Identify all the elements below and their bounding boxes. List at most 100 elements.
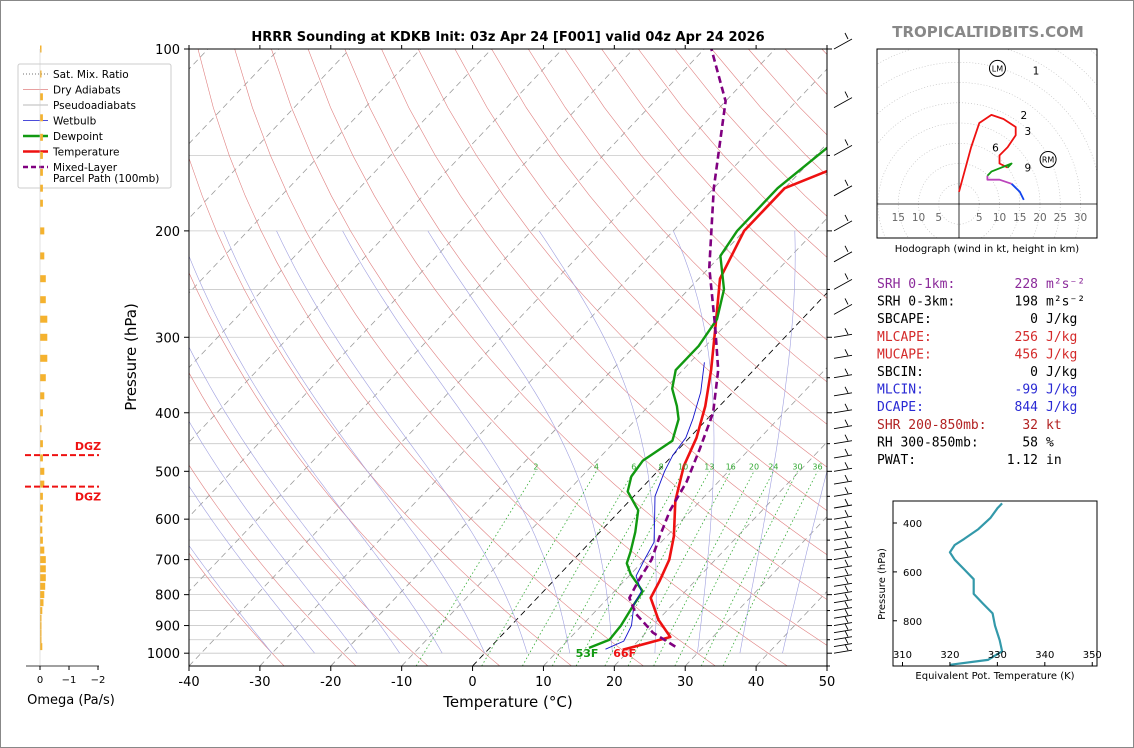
wind-barb bbox=[833, 637, 853, 648]
omega-bar bbox=[40, 629, 42, 637]
dry-adiabat bbox=[344, 49, 827, 600]
wind-barb bbox=[833, 643, 853, 654]
theta-e-x-tick-label: 330 bbox=[988, 650, 1007, 661]
mixratio-label: 2 bbox=[533, 462, 538, 471]
storm-motion-marker bbox=[988, 59, 1006, 77]
isotherm-line bbox=[684, 516, 827, 666]
chart-title: HRRR Sounding at KDKB Init: 03z Apr 24 [… bbox=[251, 30, 764, 45]
hodograph-ring-label: 25 bbox=[1054, 212, 1067, 224]
omega-bar bbox=[40, 536, 43, 544]
dry-adiabat bbox=[189, 552, 285, 666]
wind-barb bbox=[833, 616, 853, 627]
wind-barb bbox=[833, 593, 853, 604]
omega-xlabel: Omega (Pa/s) bbox=[27, 693, 115, 708]
mixing-ratio-line bbox=[415, 471, 537, 666]
mixing-ratio-line bbox=[674, 471, 774, 666]
mixing-ratio-line bbox=[481, 471, 597, 666]
hodograph-ring bbox=[716, 1, 1133, 447]
pseudoadiabat bbox=[427, 230, 613, 654]
omega-bar bbox=[40, 599, 44, 607]
index-label: RH 300-850mb: bbox=[877, 435, 979, 450]
index-unit: J/kg bbox=[1046, 383, 1077, 398]
wind-barb bbox=[833, 448, 853, 459]
dry-adiabat bbox=[189, 372, 429, 666]
omega-bar bbox=[40, 622, 42, 630]
wind-barb bbox=[833, 520, 853, 531]
omega-bar bbox=[40, 275, 46, 283]
skewt-xlabel: Temperature (°C) bbox=[442, 693, 572, 711]
mixratio-label: 8 bbox=[659, 462, 664, 471]
skewt-frame bbox=[188, 48, 828, 667]
theta-e-axes: 310 320 330 340 350 400 600 800 bbox=[893, 519, 1102, 666]
y-tick-label: 700 bbox=[155, 554, 180, 569]
theta-e-series bbox=[948, 502, 1004, 666]
omega-bar bbox=[40, 45, 42, 53]
wind-barb bbox=[833, 298, 853, 315]
pseudoadiabat bbox=[739, 230, 796, 654]
omega-bar bbox=[40, 614, 42, 622]
x-tick-label: 40 bbox=[748, 675, 765, 690]
dgz-label: DGZ bbox=[75, 491, 101, 504]
wind-barb bbox=[833, 349, 853, 359]
mixratio-label: 4 bbox=[594, 462, 599, 471]
mixratio-label: 36 bbox=[812, 462, 822, 471]
wind-barb bbox=[833, 386, 853, 397]
wind-barb bbox=[833, 434, 853, 445]
index-value: 844 bbox=[1015, 400, 1039, 415]
isotherm-line bbox=[189, 49, 705, 592]
wind-barb bbox=[833, 601, 853, 612]
hodograph-ring-label: 10 bbox=[993, 212, 1006, 224]
index-label: SRH 0-1km: bbox=[877, 277, 955, 292]
theta-e-y-tick-label: 400 bbox=[903, 519, 922, 530]
wind-barb bbox=[833, 559, 853, 570]
wind-barb bbox=[833, 419, 853, 430]
index-unit: J/kg bbox=[1046, 365, 1077, 380]
omega-bar bbox=[40, 636, 42, 644]
hodograph-ring-label: 15 bbox=[1013, 212, 1026, 224]
mixratio-label: 13 bbox=[704, 462, 714, 471]
pseudoadiabat bbox=[782, 469, 827, 654]
index-label: SBCAPE: bbox=[877, 312, 932, 327]
isotherm-line bbox=[543, 366, 827, 666]
omega-bar bbox=[40, 574, 46, 582]
wind-barb bbox=[833, 328, 853, 338]
index-value: 0 bbox=[1030, 365, 1038, 380]
wind-barb bbox=[833, 608, 853, 619]
mixing-ratio-line bbox=[653, 471, 755, 666]
omega-tick-label: −2 bbox=[91, 675, 106, 686]
hodograph-ring-label: 10 bbox=[912, 212, 925, 224]
mixratio-label: 10 bbox=[678, 462, 688, 471]
y-tick-label: 100 bbox=[155, 43, 180, 58]
isotherm-line bbox=[189, 49, 634, 518]
legend-label: Sat. Mix. Ratio bbox=[53, 69, 129, 81]
wind-barb bbox=[833, 550, 853, 561]
index-unit: J/kg bbox=[1046, 312, 1077, 327]
index-unit: kt bbox=[1046, 418, 1062, 433]
legend-label: Dry Adiabats bbox=[53, 85, 121, 97]
x-tick-label: 0 bbox=[468, 675, 476, 690]
dgz-label: DGZ bbox=[75, 440, 101, 453]
omega-bar bbox=[40, 515, 43, 523]
wetbulb-profile bbox=[605, 362, 705, 650]
dry-adiabat bbox=[601, 49, 827, 299]
dry-adiabat bbox=[189, 157, 572, 666]
hodograph-grid bbox=[716, 1, 1133, 447]
wind-barb bbox=[833, 540, 853, 551]
mixing-ratio-line bbox=[551, 471, 662, 666]
wind-barb bbox=[833, 509, 853, 520]
parcel-profile bbox=[628, 49, 727, 648]
mixing-ratio-line bbox=[722, 471, 818, 666]
x-tick-label: 10 bbox=[535, 675, 552, 690]
isotherm-line bbox=[259, 68, 827, 666]
index-value: 228 bbox=[1015, 277, 1038, 292]
omega-bar bbox=[40, 643, 43, 651]
legend-label: Mixed-Layer bbox=[53, 162, 118, 174]
skewt-ylabel: Pressure (hPa) bbox=[122, 303, 140, 411]
pseudoadiabat bbox=[538, 230, 657, 654]
wind-barb bbox=[833, 585, 853, 596]
wind-barb bbox=[833, 487, 853, 497]
wind-barb bbox=[833, 139, 853, 156]
omega-bar bbox=[40, 168, 43, 176]
index-unit: % bbox=[1046, 435, 1054, 450]
